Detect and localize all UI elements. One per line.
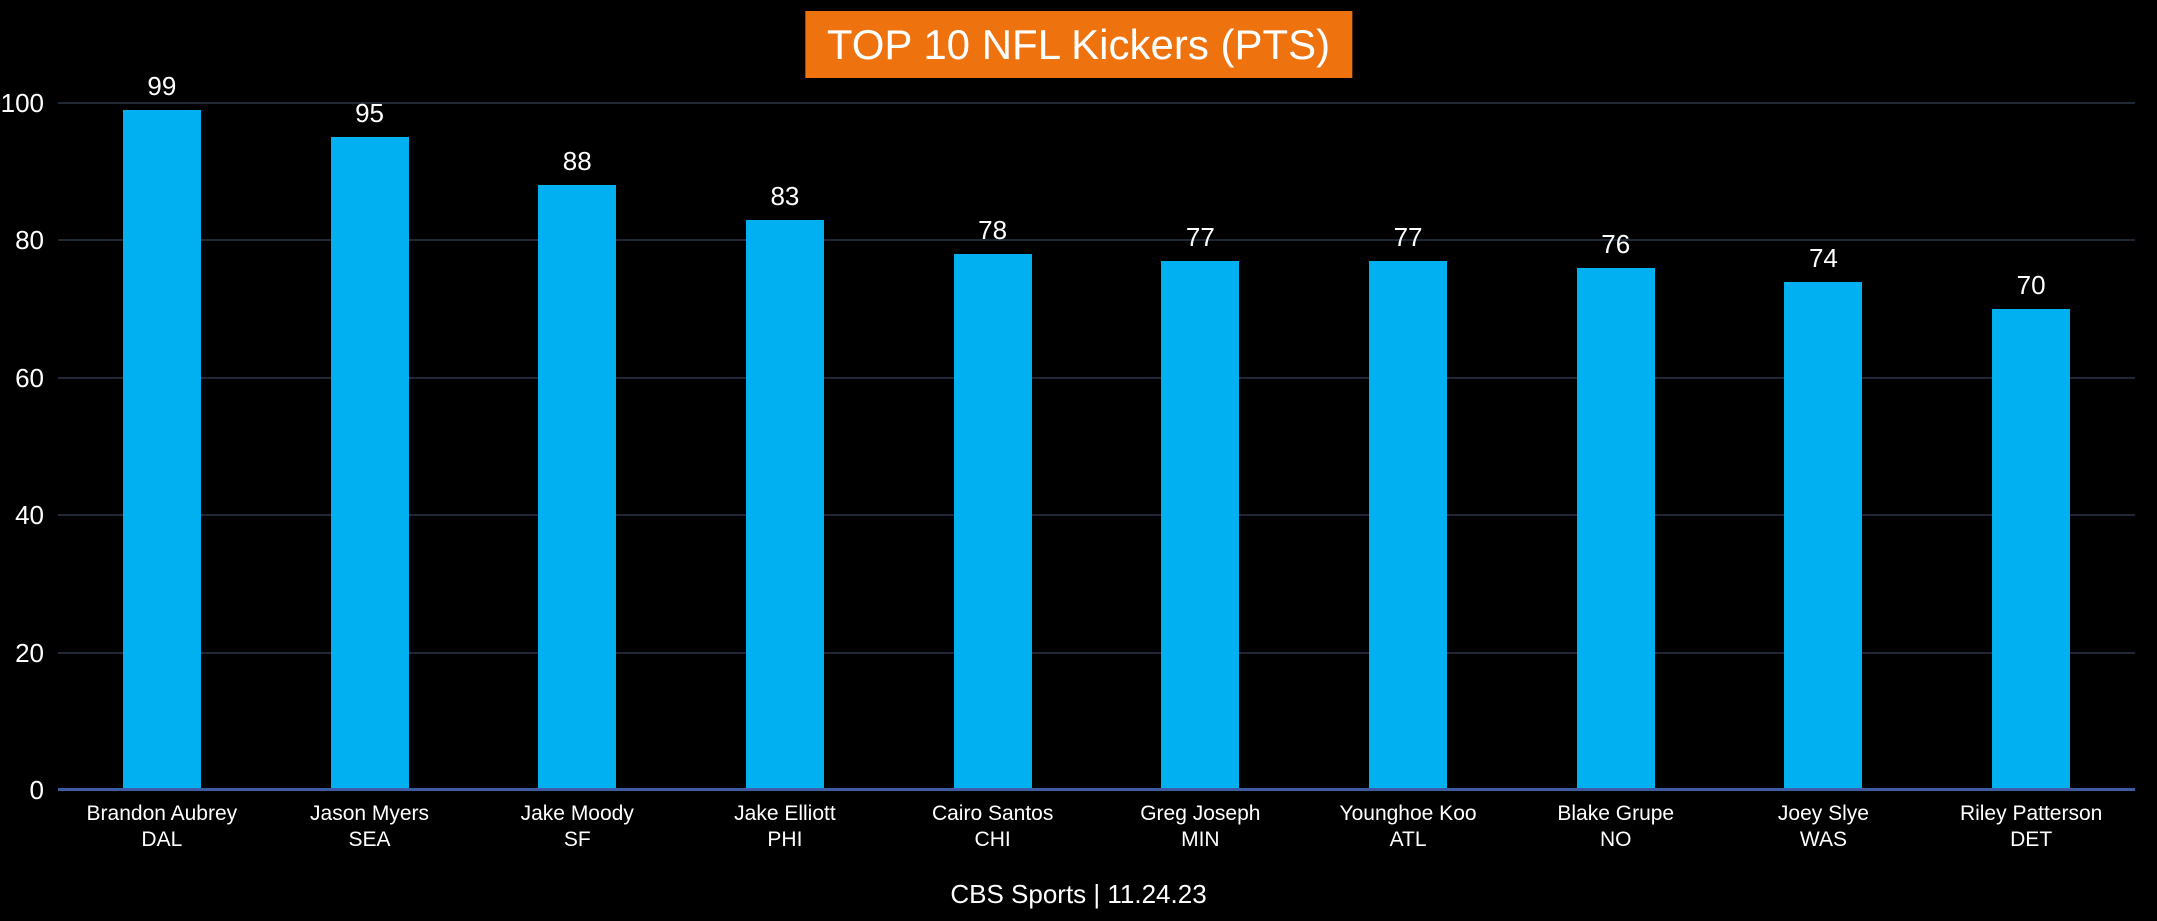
- player-name: Joey Slye: [1777, 802, 1869, 825]
- bar-cairo-santos: [953, 254, 1032, 790]
- player-name: Greg Joseph: [1140, 802, 1261, 825]
- x-axis-label: Jake Elliott PHI: [681, 801, 889, 852]
- player-team: SF: [563, 828, 591, 851]
- chart-title: TOP 10 NFL Kickers (PTS): [804, 11, 1353, 78]
- gridline-y-100: [58, 102, 2135, 104]
- player-name: Blake Grupe: [1557, 802, 1675, 825]
- player-team: WAS: [1799, 828, 1847, 851]
- y-axis: 0 20 40 60 80 100: [0, 88, 44, 805]
- player-name: Jason Myers: [310, 802, 430, 825]
- bar-value-label: 70: [2016, 270, 2046, 301]
- y-axis-tick-label: 20: [15, 637, 44, 668]
- player-team: SEA: [348, 828, 391, 851]
- player-name: Jake Moody: [520, 802, 634, 825]
- player-team: PHI: [767, 828, 803, 851]
- bar-greg-joseph: [1161, 261, 1240, 790]
- gridline-y-60: [58, 376, 2135, 379]
- bar-jake-elliott: [745, 219, 824, 790]
- player-team: NO: [1600, 828, 1632, 851]
- bar-value-label: 74: [1808, 242, 1838, 273]
- x-axis-label: Jason Myers SEA: [266, 801, 474, 852]
- player-name: Jake Elliott: [734, 802, 836, 825]
- bar-value-label: 76: [1601, 228, 1631, 259]
- bar-jason-myers: [330, 137, 409, 790]
- bar-value-label: 83: [770, 180, 800, 211]
- bar-brandon-aubrey: [122, 109, 201, 790]
- x-axis: Brandon Aubrey DAL Jason Myers SEA Jake Mood…: [58, 801, 2135, 861]
- x-axis-label: Cairo Santos CHI: [889, 801, 1097, 852]
- bar-jake-moody: [538, 185, 617, 790]
- player-name: Younghoe Koo: [1339, 802, 1477, 825]
- player-name: Cairo Santos: [931, 802, 1054, 825]
- bar-value-label: 99: [147, 70, 177, 101]
- y-axis-tick-label: 80: [15, 225, 44, 256]
- x-axis-line: [58, 788, 2135, 791]
- x-axis-label: Riley Patterson DET: [1927, 801, 2135, 852]
- player-team: MIN: [1181, 828, 1220, 851]
- bar-riley-patterson: [1992, 309, 2071, 790]
- gridline-y-20: [58, 651, 2135, 654]
- bar-joey-slye: [1784, 281, 1863, 790]
- x-axis-label: Jake Moody SF: [473, 801, 681, 852]
- bar-value-label: 78: [978, 215, 1008, 246]
- player-name: Brandon Aubrey: [86, 802, 238, 825]
- x-axis-label: Younghoe Koo ATL: [1304, 801, 1512, 852]
- plot-area: 99 95 88 83 78 77 77 76 74 70: [58, 71, 2135, 791]
- y-axis-tick-label: 40: [15, 500, 44, 531]
- y-axis-tick-label: 0: [29, 775, 44, 805]
- x-axis-label: Joey Slye WAS: [1719, 801, 1927, 852]
- x-axis-label: Brandon Aubrey DAL: [58, 801, 266, 852]
- x-axis-label: Greg Joseph MIN: [1096, 801, 1304, 852]
- player-team: CHI: [974, 828, 1011, 851]
- source-caption: CBS Sports | 11.24.23: [950, 879, 1207, 909]
- bar-value-label: 77: [1185, 222, 1215, 253]
- x-axis-label: Blake Grupe NO: [1512, 801, 1720, 852]
- player-team: DAL: [141, 828, 183, 851]
- bar-value-label: 77: [1393, 222, 1423, 253]
- player-team: DET: [2010, 828, 2053, 851]
- player-name: Riley Patterson: [1959, 802, 2103, 825]
- bar-younghoe-koo: [1369, 261, 1448, 790]
- player-team: ATL: [1389, 828, 1427, 851]
- gridline-y-40: [58, 514, 2135, 517]
- bar-blake-grupe: [1576, 267, 1655, 790]
- y-axis-tick-label: 60: [15, 362, 44, 393]
- gridline-y-80: [58, 239, 2135, 242]
- bar-value-label: 88: [562, 146, 592, 177]
- y-axis-tick-label: 100: [0, 88, 44, 118]
- bar-value-label: 95: [355, 98, 384, 129]
